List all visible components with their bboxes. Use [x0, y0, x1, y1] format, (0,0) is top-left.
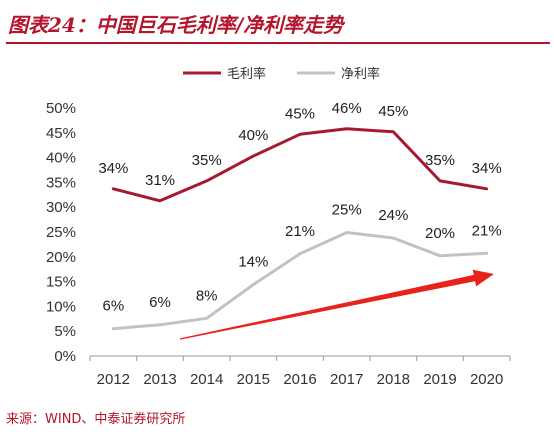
- net-margin-data-label: 14%: [238, 254, 268, 271]
- net-margin-data-label: 21%: [472, 222, 502, 239]
- y-tick-label: 50%: [46, 100, 76, 117]
- net-margin-data-label: 8%: [196, 287, 218, 304]
- net-margin-data-label: 25%: [332, 201, 362, 218]
- x-tick-label: 2015: [237, 371, 270, 388]
- net-margin-data-label: 20%: [425, 225, 455, 242]
- title-bar: 图表24：中国巨石毛利率/净利率走势: [0, 0, 554, 46]
- gross-margin-line: [111, 127, 489, 203]
- gross-margin-data-label: 34%: [472, 160, 502, 177]
- legend: 毛利率 净利率: [183, 66, 380, 82]
- net-margin-data-label: 21%: [285, 223, 315, 240]
- axes: 0% 5% 10% 15% 20% 25% 30% 35% 40% 45% 50% 2012 2013 2…: [46, 100, 511, 388]
- y-tick-label: 20%: [46, 249, 76, 266]
- y-tick-label: 40%: [46, 150, 76, 167]
- x-tick-label: 2020: [470, 371, 503, 388]
- gross-margin-data-label: 31%: [145, 172, 175, 189]
- net-margin-line: [111, 231, 489, 331]
- y-tick-label: 30%: [46, 199, 76, 216]
- gross-margin-data-label: 40%: [238, 127, 268, 144]
- x-tick-label: 2013: [143, 371, 176, 388]
- y-tick-label: 10%: [46, 298, 76, 315]
- x-tick-label: 2014: [190, 371, 223, 388]
- y-tick-label: 25%: [46, 224, 76, 241]
- net-margin-data-label: 6%: [102, 298, 124, 315]
- x-tick-label: 2017: [330, 371, 363, 388]
- net-margin-data-label: 6%: [149, 294, 171, 311]
- net-margin-data-label: 24%: [378, 207, 408, 224]
- legend-label-gross: 毛利率: [227, 66, 266, 82]
- y-tick-label: 15%: [46, 274, 76, 291]
- chart-title: 图表24：中国巨石毛利率/净利率走势: [8, 13, 344, 37]
- gross-margin-data-label: 35%: [425, 152, 455, 169]
- y-tick-label: 45%: [46, 125, 76, 142]
- x-tick-label: 2012: [97, 371, 130, 388]
- title-divider: [6, 42, 550, 44]
- x-tick-label: 2019: [423, 371, 456, 388]
- x-tick-label: 2018: [377, 371, 410, 388]
- chart-marks: 34% 31% 35% 40% 45% 46% 45% 35% 34% 6% 6% 8% 14% 21% 2…: [98, 100, 502, 340]
- line-chart: 毛利率 净利率 0% 5% 10% 15% 20% 25% 30% 35% 40% 45% 50% 2…: [46, 66, 511, 388]
- legend-label-net: 净利率: [341, 66, 380, 82]
- source-note: 来源：WIND、中泰证券研究所: [6, 412, 186, 427]
- gross-margin-data-label: 35%: [192, 152, 222, 169]
- gross-margin-data-label: 45%: [378, 103, 408, 120]
- gross-margin-data-label: 34%: [98, 160, 128, 177]
- gross-margin-data-label: 45%: [285, 105, 315, 122]
- y-tick-label: 0%: [54, 348, 76, 365]
- y-tick-label: 5%: [54, 323, 76, 340]
- gross-margin-data-label: 46%: [332, 100, 362, 117]
- y-tick-label: 35%: [46, 174, 76, 191]
- trend-arrow-icon: [179, 269, 494, 340]
- x-tick-label: 2016: [283, 371, 316, 388]
